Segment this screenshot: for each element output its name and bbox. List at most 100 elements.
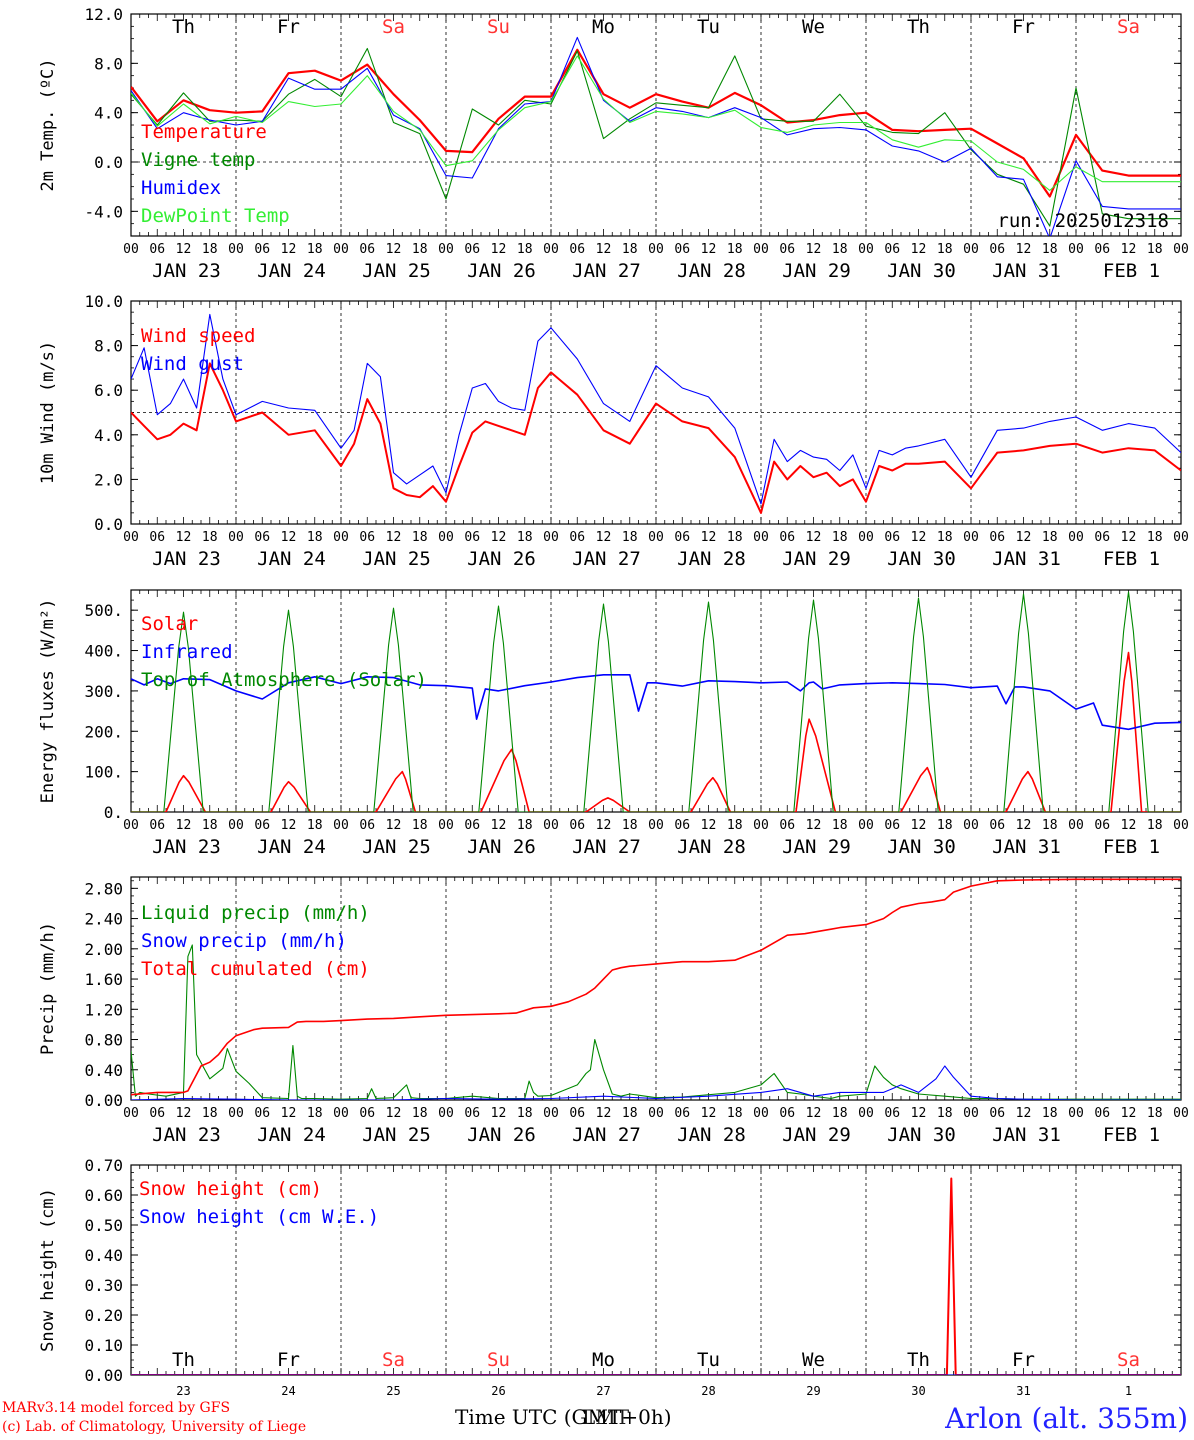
x-date-label: FEB 1	[1103, 548, 1160, 570]
weekday-label: Th	[907, 1349, 930, 1371]
x-hour-label: 00	[858, 818, 874, 833]
x-hour-label: 12	[1121, 1106, 1137, 1121]
x-hour-label: 06	[149, 818, 165, 833]
x-date-label: FEB 1	[1103, 1124, 1160, 1146]
x-hour-label: 18	[937, 530, 953, 545]
day-number-label: 29	[806, 1384, 820, 1398]
x-hour-label: 12	[806, 530, 822, 545]
series-group	[131, 36, 1181, 236]
y-tick-label: 0.0	[94, 515, 123, 534]
weekday-label: Sa	[1117, 16, 1140, 38]
x-date-label: JAN 27	[572, 836, 641, 858]
x-hour-label: 12	[1016, 242, 1032, 257]
x-hour-label: 06	[779, 530, 795, 545]
x-hour-label: 00	[543, 242, 559, 257]
x-date-label: JAN 29	[782, 260, 851, 282]
series-group	[131, 591, 1181, 812]
x-hour-label: 06	[779, 818, 795, 833]
x-date-label: JAN 25	[362, 260, 431, 282]
x-hour-label: 00	[753, 530, 769, 545]
x-hour-label: 00	[963, 242, 979, 257]
x-hour-label: 12	[281, 530, 297, 545]
x-hour-label: 12	[281, 818, 297, 833]
panel-energy: 0. 100. 200. 300. 400. 500. Energy fluxes (W/m…	[38, 589, 1189, 858]
x-hour-label: 00	[228, 530, 244, 545]
weekday-label: Th	[907, 16, 930, 38]
panel-precip: 0.00 0.40 0.80 1.20 1.60 2.00 2.40 2.80 Precip (…	[38, 876, 1189, 1146]
model-credit: MARv3.14 model forced by GFS	[2, 1400, 231, 1416]
x-hour-label: 06	[149, 242, 165, 257]
y-tick-label: 1.60	[84, 970, 123, 989]
x-hour-label: 06	[149, 1106, 165, 1121]
x-hour-label: 18	[202, 530, 218, 545]
x-hour-label: 00	[543, 1106, 559, 1121]
x-hour-label: 00	[123, 1106, 139, 1121]
legend-entry: Vigne temp	[141, 149, 255, 171]
x-hour-label: 12	[491, 818, 507, 833]
y-axis-label: Energy fluxes (W/m²)	[38, 599, 58, 804]
x-hour-label: 00	[438, 818, 454, 833]
x-hour-label: 06	[149, 530, 165, 545]
x-hour-label: 00	[1173, 818, 1189, 833]
x-hour-label: 12	[911, 818, 927, 833]
x-hour-label: 12	[386, 1106, 402, 1121]
x-hour-label: 18	[727, 818, 743, 833]
x-date-label: JAN 27	[572, 1124, 641, 1146]
run-annotation: run: 2025012318	[997, 210, 1169, 232]
x-date-label: JAN 24	[257, 836, 326, 858]
x-date-label: JAN 31	[992, 260, 1061, 282]
x-hour-label: 00	[753, 818, 769, 833]
y-axis-label: 2m Temp. (ºC)	[38, 58, 58, 191]
station-location: Arlon (alt. 355m)	[945, 1402, 1188, 1435]
x-date-label: JAN 29	[782, 548, 851, 570]
y-tick-label: 2.0	[94, 470, 123, 489]
x-date-label: JAN 23	[152, 260, 221, 282]
x-hour-label: 00	[123, 242, 139, 257]
x-date-label: JAN 30	[887, 836, 956, 858]
x-hour-label: 12	[176, 530, 192, 545]
weekday-label: Mo	[592, 1349, 615, 1371]
y-tick-label: 8.0	[94, 337, 123, 356]
x-date-label: JAN 31	[992, 548, 1061, 570]
y-tick-label: 4.0	[94, 104, 123, 123]
x-hour-label: 06	[359, 242, 375, 257]
x-date-label: JAN 26	[467, 260, 536, 282]
weekday-label: Tu	[697, 16, 720, 38]
x-hour-label: 00	[1173, 242, 1189, 257]
panel-wind: 0.0 2.0 4.0 6.0 8.0 10.0 10m Wind (m/s) 00 06 12 1…	[38, 292, 1189, 570]
x-hour-label: 12	[806, 1106, 822, 1121]
x-hour-label: 18	[1147, 530, 1163, 545]
x-hour-label: 12	[701, 818, 717, 833]
x-hour-label: 00	[438, 530, 454, 545]
x-hour-label: 00	[648, 1106, 664, 1121]
x-hour-label: 00	[438, 1106, 454, 1121]
x-hour-label: 00	[963, 1106, 979, 1121]
y-tick-label: 400.	[84, 642, 123, 661]
legend-entry: Infrared	[141, 641, 233, 663]
x-hour-label: 00	[1173, 1106, 1189, 1121]
x-date-label: JAN 30	[887, 1124, 956, 1146]
x-hour-label: 06	[569, 1106, 585, 1121]
y-tick-label: 2.00	[84, 940, 123, 959]
x-hour-label: 00	[228, 242, 244, 257]
x-date-label: JAN 25	[362, 1124, 431, 1146]
x-hour-label: 12	[281, 1106, 297, 1121]
x-hour-label: 18	[517, 530, 533, 545]
y-tick-label: 0.0	[94, 153, 123, 172]
y-tick-label: 2.40	[84, 910, 123, 929]
x-hour-label: 00	[648, 818, 664, 833]
y-tick-label: 6.0	[94, 381, 123, 400]
x-hour-label: 18	[517, 242, 533, 257]
x-hour-label: 00	[858, 530, 874, 545]
x-date-label: FEB 1	[1103, 260, 1160, 282]
y-tick-label: 4.0	[94, 426, 123, 445]
x-hour-label: 00	[753, 1106, 769, 1121]
x-hour-label: 00	[123, 818, 139, 833]
x-hour-label: 06	[884, 242, 900, 257]
day-number-label: 28	[701, 1384, 715, 1398]
x-date-label: JAN 27	[572, 548, 641, 570]
x-hour-label: 06	[674, 242, 690, 257]
x-hour-label: 18	[1042, 530, 1058, 545]
x-hour-label: 06	[1094, 818, 1110, 833]
x-hour-label: 06	[674, 530, 690, 545]
